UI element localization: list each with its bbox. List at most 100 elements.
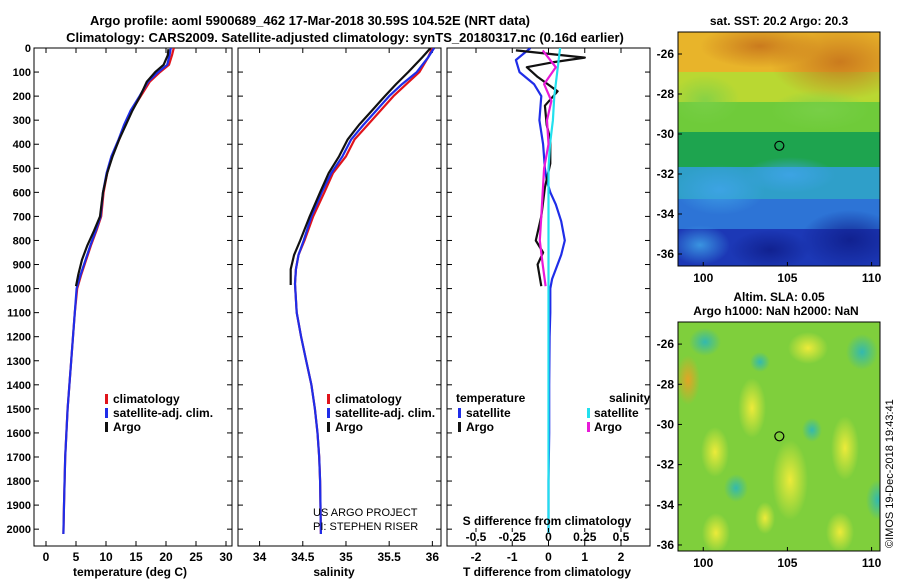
sla-heatmap [678,322,880,551]
legend-label-climatology: climatology [335,392,402,406]
legend-swatch-temp-argo [458,422,461,432]
sla-map-frame [677,321,881,552]
y-tick-label: 2000 [7,524,31,536]
sla-map-panel: Altim. SLA: 0.05 Argo h1000: NaN h2000: … [657,290,882,570]
x-tick-label: 10 [99,550,113,564]
y-tick-label: 800 [13,235,31,247]
y-tick-label: 300 [13,115,31,127]
argo-location-marker [774,431,785,442]
sst-map-title: sat. SST: 20.2 Argo: 20.3 [710,14,849,28]
map-x-tick-label: 105 [777,271,797,285]
map-x-tick-label: 105 [777,556,797,570]
temperature-plot-frame [33,47,233,547]
temperature-x-axis-label: temperature (deg C) [73,565,187,579]
x-tick-label: 35.5 [377,550,401,564]
sst-heatmap [678,32,880,266]
salinity-legend: climatology satellite-adj. clim. Argo [327,392,435,434]
y-tick-label: 1300 [7,356,31,368]
legend-swatch-climatology [105,394,108,404]
x-tick-label: -1 [507,550,518,564]
map-x-tick-label: 110 [862,556,882,570]
y-tick-label: 500 [13,163,31,175]
salinity-x-axis-label: salinity [313,565,355,579]
sst-map-panel: sat. SST: 20.2 Argo: 20.3 100 105 110 -26 -2… [657,14,882,285]
legend-swatch-satellite-adj [105,408,108,418]
difference-temperature-legend: temperature satellite Argo [456,391,526,434]
map-x-tick-label: 100 [693,271,713,285]
map-y-tick-label: -36 [657,247,675,261]
legend-label-satellite-adj: satellite-adj. clim. [335,406,435,420]
x-tick-label: 1 [581,550,588,564]
y-tick-label: 400 [13,139,31,151]
y-tick-label: 1200 [7,332,31,344]
x-tick-label: 34 [253,550,267,564]
legend-label-sal-satellite: satellite [594,406,639,420]
y-tick-label: 1100 [7,308,31,320]
series-line-argo [74,49,170,287]
x-tick-label: 30 [219,550,233,564]
map-y-tick-label: -26 [657,337,675,351]
sst-map-frame [677,31,881,267]
y-tick-label: 1000 [7,284,31,296]
y-tick-label: 200 [13,91,31,103]
series-line-argo [289,48,432,285]
x-tick-label: 0 [545,550,552,564]
difference-x-axis-label: T difference from climatology [463,565,631,579]
y-tick-label: 1700 [7,452,31,464]
credit-line-2: PI: STEPHEN RISER [313,521,418,533]
map-y-tick-label: -26 [657,47,675,61]
map-x-tick-label: 110 [862,271,882,285]
legend-label-argo: Argo [113,420,141,434]
x-tick-label: 25 [189,550,203,564]
legend-swatch-argo [105,422,108,432]
map-x-tick-label: 100 [693,556,713,570]
legend-label-argo: Argo [335,420,363,434]
s-diff-tick-label: 0.25 [573,530,597,544]
y-tick-label: 1800 [7,476,31,488]
temperature-legend: climatology satellite-adj. clim. Argo [105,392,213,434]
y-tick-label: 1600 [7,428,31,440]
map-y-tick-label: -32 [657,458,675,472]
salinity-panel: 34 34.5 35 35.5 36 climatology satellite-adj… [237,47,442,579]
y-tick-label: 700 [13,211,31,223]
s-diff-tick-label: -0.25 [499,530,527,544]
x-tick-label: 2 [618,550,625,564]
map-y-tick-label: -28 [657,377,675,391]
map-y-tick-label: -30 [657,127,675,141]
difference-panel: -2 -1 0 1 2 temperature satellite Argo salin… [446,47,651,579]
legend-swatch-climatology [327,394,330,404]
legend-label-temp-satellite: satellite [466,406,511,420]
imos-timestamp: ©IMOS 19-Dec-2018 19:43:41 [884,399,896,548]
legend-swatch-sal-argo [587,422,590,432]
series-line-salinity-argo [538,49,557,287]
x-tick-label: -2 [471,550,482,564]
salinity-plot-frame [237,47,442,547]
sla-map-title: Altim. SLA: 0.05 [733,290,825,304]
s-diff-tick-label: -0.5 [466,530,487,544]
s-diff-tick-label: 0.5 [613,530,630,544]
legend-title-salinity: salinity [609,391,651,405]
map-y-tick-label: -32 [657,167,675,181]
sla-map-subtitle: Argo h1000: NaN h2000: NaN [693,304,858,318]
legend-swatch-sal-satellite [587,408,590,418]
map-y-tick-label: -30 [657,417,675,431]
difference-salinity-legend: salinity satellite Argo [587,391,651,434]
legend-label-temp-argo: Argo [466,420,494,434]
map-y-tick-label: -28 [657,87,675,101]
y-tick-label: 0 [25,43,31,55]
x-tick-label: 5 [73,550,80,564]
y-tick-label: 1500 [7,404,31,416]
legend-label-sal-argo: Argo [594,420,622,434]
x-tick-label: 34.5 [291,550,315,564]
map-y-tick-label: -34 [657,207,675,221]
map-y-tick-label: -36 [657,538,675,552]
x-tick-label: 35 [339,550,353,564]
series-line-satellite-adj-clim [293,48,436,535]
legend-swatch-argo [327,422,330,432]
y-tick-label: 900 [13,260,31,272]
temperature-panel: 0100200300400500600700800900100011001200… [7,43,233,579]
x-tick-label: 0 [43,550,50,564]
x-tick-label: 15 [129,550,143,564]
argo-location-marker [774,140,785,151]
s-diff-tick-label: 0 [545,530,552,544]
